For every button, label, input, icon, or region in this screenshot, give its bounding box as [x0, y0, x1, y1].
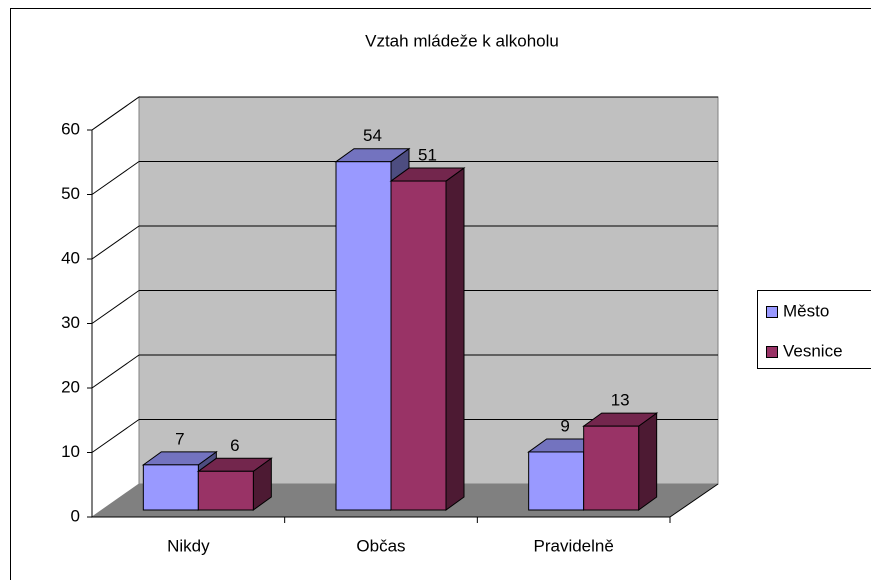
y-tick-label: 40 [61, 248, 80, 267]
x-tick-label: Občas [356, 536, 405, 555]
y-tick-label: 20 [61, 377, 80, 396]
x-tick-label: Pravidelně [534, 536, 614, 555]
data-label: 7 [175, 429, 184, 448]
y-tick-label: 50 [61, 184, 80, 203]
data-label: 9 [560, 416, 569, 435]
data-label: 51 [418, 146, 437, 165]
legend-swatch [767, 307, 778, 318]
bar-side [446, 168, 464, 510]
bar [198, 458, 271, 510]
bar-front [391, 181, 446, 510]
legend-label: Vesnice [783, 341, 843, 360]
x-tick-label: Nikdy [167, 536, 210, 555]
bar [391, 168, 464, 510]
chart-title: Vztah mládeže k alkoholu [365, 31, 559, 50]
bar-front [198, 471, 253, 510]
legend-label: Město [783, 301, 829, 320]
bar-front [336, 162, 391, 510]
bar-front [529, 452, 584, 510]
data-label: 13 [611, 391, 630, 410]
y-tick-label: 10 [61, 442, 80, 461]
y-tick-label: 30 [61, 313, 80, 332]
bar-front [584, 426, 639, 510]
legend-swatch [767, 347, 778, 358]
bar [584, 413, 657, 510]
bar-front [143, 465, 198, 510]
y-tick-label: 0 [71, 506, 80, 525]
bar-side [639, 413, 657, 510]
data-label: 54 [363, 126, 382, 145]
data-label: 6 [230, 436, 239, 455]
y-tick-label: 60 [61, 119, 80, 138]
